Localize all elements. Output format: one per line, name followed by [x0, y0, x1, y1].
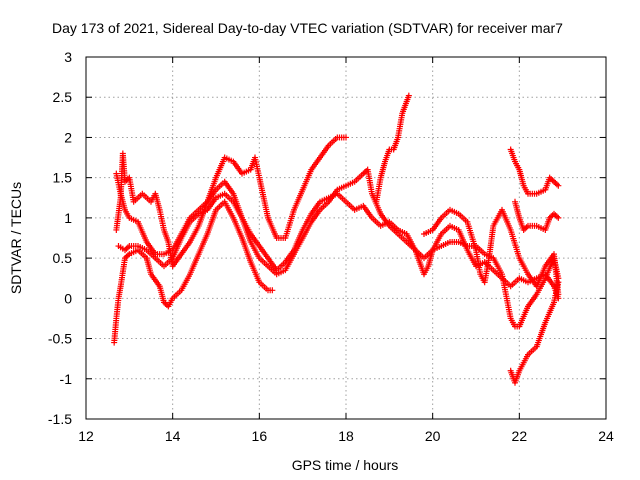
plot-frame [85, 56, 607, 420]
y-tick-label: 1.5 [53, 170, 73, 186]
data-point [555, 214, 562, 221]
x-tick-label: 12 [78, 428, 94, 444]
x-axis-label: GPS time / hours [292, 457, 399, 473]
x-tick-label: 14 [165, 428, 181, 444]
data-point [555, 182, 562, 189]
data-point [269, 287, 276, 294]
x-tick-label: 24 [598, 428, 614, 444]
y-tick-label: 0.5 [53, 250, 73, 266]
x-tick-label: 20 [425, 428, 441, 444]
series-track-7 [507, 279, 562, 386]
y-tick-label: -1 [60, 371, 73, 387]
chart-title: Day 173 of 2021, Sidereal Day-to-day VTE… [52, 20, 563, 36]
y-tick-label: 1 [64, 210, 72, 226]
x-tick-label: 18 [338, 428, 354, 444]
data-point [343, 134, 349, 141]
data-point [405, 92, 412, 99]
y-axis-label: SDTVAR / TECUs [8, 182, 24, 294]
x-tick-labels: 12 14 16 18 20 22 24 [78, 428, 614, 444]
series-track-2 [373, 92, 412, 205]
y-tick-label: -1.5 [48, 411, 72, 427]
y-tick-label: 3 [64, 49, 72, 65]
y-tick-label: 2.5 [53, 89, 73, 105]
data-points [111, 92, 562, 386]
y-tick-labels: -1.5 -1 -0.5 0 0.5 1 1.5 2 2.5 3 [48, 49, 72, 427]
series-track-8 [507, 146, 562, 197]
y-tick-label: 0 [64, 290, 72, 306]
x-tick-label: 16 [252, 428, 268, 444]
series-track-6 [421, 206, 562, 298]
series-track-9 [512, 198, 562, 233]
series-track-1 [113, 134, 349, 258]
y-tick-label: -0.5 [48, 331, 72, 347]
x-tick-label: 22 [512, 428, 528, 444]
series-track-4 [111, 198, 276, 346]
data-point [555, 279, 562, 286]
y-tick-label: 2 [64, 129, 72, 145]
series-track-5 [113, 150, 562, 330]
